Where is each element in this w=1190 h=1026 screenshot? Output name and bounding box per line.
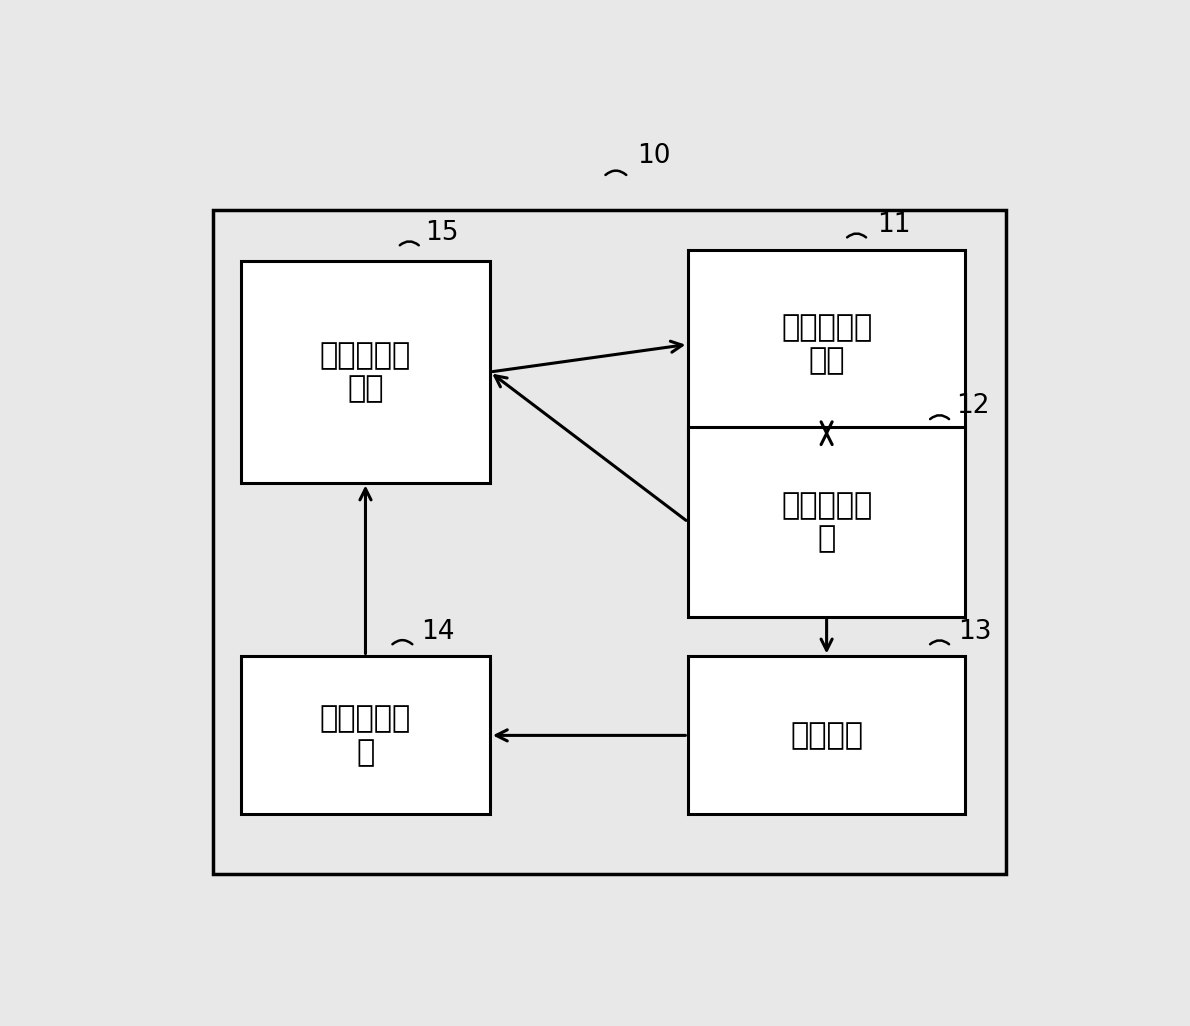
Text: 15: 15 bbox=[426, 220, 459, 245]
Bar bbox=[213, 210, 1007, 874]
Bar bbox=[688, 427, 965, 617]
Bar bbox=[240, 262, 490, 482]
Text: 判断控制模
块: 判断控制模 块 bbox=[781, 490, 872, 553]
Text: 11: 11 bbox=[877, 211, 910, 238]
Bar bbox=[688, 249, 965, 439]
Text: 翻转控制模
块: 翻转控制模 块 bbox=[320, 704, 411, 766]
Text: 查找模块: 查找模块 bbox=[790, 721, 863, 750]
Text: 数据序列寄
存器: 数据序列寄 存器 bbox=[320, 341, 411, 403]
Bar bbox=[688, 657, 965, 815]
Text: 14: 14 bbox=[421, 619, 455, 644]
Text: 伴随式计算
模块: 伴随式计算 模块 bbox=[781, 313, 872, 376]
Text: 12: 12 bbox=[956, 393, 989, 420]
Bar bbox=[240, 657, 490, 815]
Text: 13: 13 bbox=[958, 619, 992, 644]
Text: 10: 10 bbox=[638, 143, 671, 169]
